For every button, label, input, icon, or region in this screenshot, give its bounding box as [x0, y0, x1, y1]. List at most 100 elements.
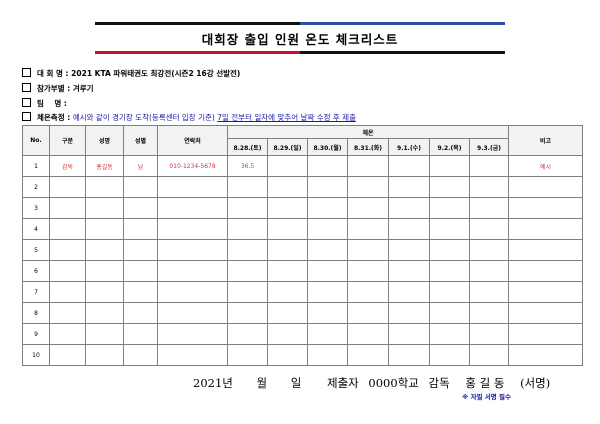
cell-name[interactable]: [85, 260, 124, 282]
cell-temperature[interactable]: [429, 176, 470, 198]
cell-temperature[interactable]: [267, 344, 308, 366]
cell-contact[interactable]: 010-1234-5678: [157, 155, 228, 177]
cell-gender[interactable]: [123, 260, 158, 282]
cell-gender[interactable]: [123, 218, 158, 240]
cell-contact[interactable]: [157, 176, 228, 198]
cell-temperature[interactable]: [468, 218, 510, 240]
cell-remarks[interactable]: [508, 302, 584, 324]
cell-contact[interactable]: [157, 323, 228, 345]
cell-contact[interactable]: [157, 281, 228, 303]
cell-gender[interactable]: 남: [123, 155, 158, 177]
cell-remarks[interactable]: 예시: [508, 155, 584, 177]
cell-temperature[interactable]: [347, 323, 389, 345]
cell-temperature[interactable]: [429, 197, 470, 219]
cell-name[interactable]: [85, 239, 124, 261]
cell-temperature[interactable]: [429, 323, 470, 345]
cell-remarks[interactable]: [508, 218, 584, 240]
cell-category[interactable]: [49, 176, 86, 198]
cell-temperature[interactable]: [347, 155, 389, 177]
cell-category[interactable]: [49, 302, 86, 324]
cell-temperature[interactable]: [267, 239, 308, 261]
cell-temperature[interactable]: [429, 344, 470, 366]
cell-temperature[interactable]: [227, 218, 268, 240]
cell-contact[interactable]: [157, 260, 228, 282]
cell-temperature[interactable]: [227, 281, 268, 303]
cell-gender[interactable]: [123, 176, 158, 198]
cell-temperature[interactable]: [267, 176, 308, 198]
cell-temperature[interactable]: [307, 218, 348, 240]
cell-temperature[interactable]: [307, 323, 348, 345]
cell-category[interactable]: [49, 239, 86, 261]
cell-temperature[interactable]: [388, 176, 430, 198]
cell-temperature[interactable]: [307, 155, 348, 177]
cell-name[interactable]: [85, 323, 124, 345]
cell-name[interactable]: [85, 197, 124, 219]
cell-remarks[interactable]: [508, 197, 584, 219]
cell-temperature[interactable]: [267, 260, 308, 282]
cell-temperature[interactable]: [227, 344, 268, 366]
cell-temperature[interactable]: [227, 302, 268, 324]
cell-temperature[interactable]: [227, 197, 268, 219]
cell-temperature[interactable]: 36.5: [227, 155, 268, 177]
cell-contact[interactable]: [157, 197, 228, 219]
cell-temperature[interactable]: [227, 176, 268, 198]
cell-temperature[interactable]: [429, 239, 470, 261]
cell-temperature[interactable]: [267, 197, 308, 219]
checkbox-icon[interactable]: [22, 83, 31, 92]
cell-name[interactable]: [85, 344, 124, 366]
cell-gender[interactable]: [123, 239, 158, 261]
cell-remarks[interactable]: [508, 176, 584, 198]
cell-name[interactable]: [85, 176, 124, 198]
cell-temperature[interactable]: [267, 323, 308, 345]
cell-temperature[interactable]: [347, 239, 389, 261]
cell-gender[interactable]: [123, 302, 158, 324]
cell-remarks[interactable]: [508, 239, 584, 261]
cell-gender[interactable]: [123, 323, 158, 345]
cell-temperature[interactable]: [388, 302, 430, 324]
cell-temperature[interactable]: [347, 344, 389, 366]
cell-name[interactable]: [85, 302, 124, 324]
cell-temperature[interactable]: [468, 239, 510, 261]
cell-temperature[interactable]: [468, 323, 510, 345]
cell-temperature[interactable]: [347, 302, 389, 324]
cell-remarks[interactable]: [508, 260, 584, 282]
cell-contact[interactable]: [157, 344, 228, 366]
cell-temperature[interactable]: [429, 260, 470, 282]
cell-gender[interactable]: [123, 281, 158, 303]
cell-temperature[interactable]: [267, 302, 308, 324]
cell-temperature[interactable]: [307, 260, 348, 282]
cell-temperature[interactable]: [227, 260, 268, 282]
cell-category[interactable]: [49, 344, 86, 366]
cell-temperature[interactable]: [267, 155, 308, 177]
cell-temperature[interactable]: [307, 239, 348, 261]
cell-temperature[interactable]: [347, 260, 389, 282]
cell-category[interactable]: [49, 218, 86, 240]
cell-temperature[interactable]: [388, 344, 430, 366]
cell-temperature[interactable]: [388, 323, 430, 345]
cell-temperature[interactable]: [307, 344, 348, 366]
cell-category[interactable]: 감독: [49, 155, 86, 177]
cell-remarks[interactable]: [508, 323, 584, 345]
cell-temperature[interactable]: [388, 155, 430, 177]
cell-temperature[interactable]: [468, 176, 510, 198]
footer-sign[interactable]: (서명): [520, 376, 551, 390]
cell-temperature[interactable]: [468, 344, 510, 366]
cell-temperature[interactable]: [347, 218, 389, 240]
cell-temperature[interactable]: [347, 197, 389, 219]
cell-category[interactable]: [49, 281, 86, 303]
cell-temperature[interactable]: [468, 281, 510, 303]
cell-gender[interactable]: [123, 197, 158, 219]
cell-temperature[interactable]: [267, 281, 308, 303]
cell-contact[interactable]: [157, 302, 228, 324]
cell-temperature[interactable]: [307, 176, 348, 198]
cell-temperature[interactable]: [388, 218, 430, 240]
cell-temperature[interactable]: [429, 218, 470, 240]
checkbox-icon[interactable]: [22, 112, 31, 121]
cell-temperature[interactable]: [388, 260, 430, 282]
checkbox-icon[interactable]: [22, 98, 31, 107]
cell-remarks[interactable]: [508, 344, 584, 366]
cell-temperature[interactable]: [347, 176, 389, 198]
cell-temperature[interactable]: [468, 155, 510, 177]
checkbox-icon[interactable]: [22, 68, 31, 77]
cell-contact[interactable]: [157, 239, 228, 261]
